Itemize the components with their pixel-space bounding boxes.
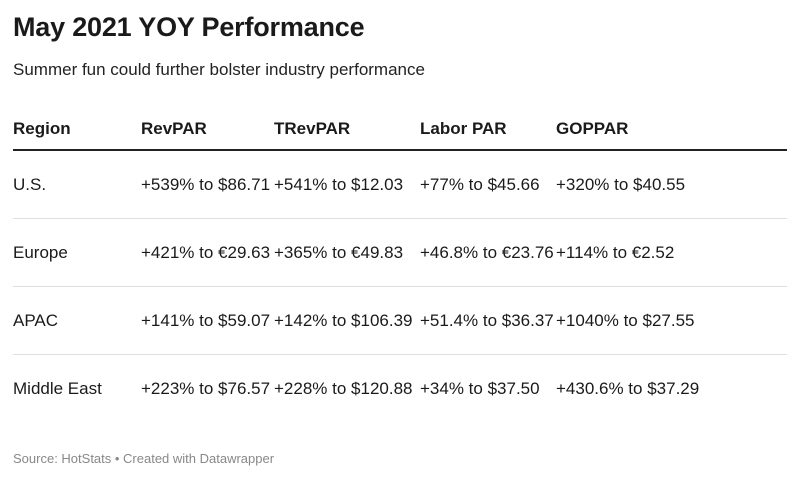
table-cell: +223% to $76.57 — [141, 378, 271, 398]
table-cell: +1040% to $27.55 — [556, 286, 787, 355]
table-row: Middle East +223% to $76.57 +228% to $12… — [13, 355, 787, 423]
table-cell: +142% to $106.39 — [274, 286, 420, 355]
column-header-region: Region — [13, 108, 141, 151]
table-cell: +114% to €2.52 — [556, 218, 787, 287]
table-row: U.S. +539% to $86.71 +541% to $12.03 +77… — [13, 150, 787, 219]
source-footer: Source: HotStats • Created with Datawrap… — [13, 451, 275, 466]
table-cell: Europe — [13, 218, 141, 287]
table-cell: +46.8% to €23.76 — [420, 218, 556, 287]
column-header-goppar: GOPPAR — [556, 108, 787, 151]
data-table: Region RevPAR TRevPAR Labor PAR GOPPAR U… — [13, 108, 787, 422]
column-header-revpar: RevPAR — [141, 108, 274, 151]
chart-title: May 2021 YOY Performance — [13, 12, 365, 42]
table-cell: +365% to €49.83 — [274, 218, 420, 287]
table-cell: +77% to $45.66 — [420, 150, 556, 219]
table-row: APAC +141% to $59.07 +142% to $106.39 +5… — [13, 286, 787, 355]
chart-subtitle: Summer fun could further bolster industr… — [13, 60, 425, 79]
table-row: Europe +421% to €29.63 +365% to €49.83 +… — [13, 218, 787, 287]
column-header-labor-par: Labor PAR — [420, 108, 556, 151]
table-cell: +539% to $86.71 — [141, 150, 274, 219]
column-header-trevpar: TRevPAR — [274, 108, 420, 151]
table-cell: +541% to $12.03 — [274, 150, 420, 219]
table-cell: +34% to $37.50 — [420, 378, 540, 398]
table-cell: +228% to $120.88 — [274, 378, 413, 398]
table-cell: +430.6% to $37.29 — [556, 378, 700, 398]
table-cell: APAC — [13, 286, 141, 355]
table-cell: +421% to €29.63 — [141, 218, 274, 287]
header-row: Region RevPAR TRevPAR Labor PAR GOPPAR — [13, 108, 787, 151]
table-cell: U.S. — [13, 150, 141, 219]
table-cell: +51.4% to $36.37 — [420, 286, 556, 355]
table-cell: Middle East — [13, 378, 102, 398]
table-cell: +141% to $59.07 — [141, 286, 274, 355]
table-cell: +320% to $40.55 — [556, 150, 787, 219]
